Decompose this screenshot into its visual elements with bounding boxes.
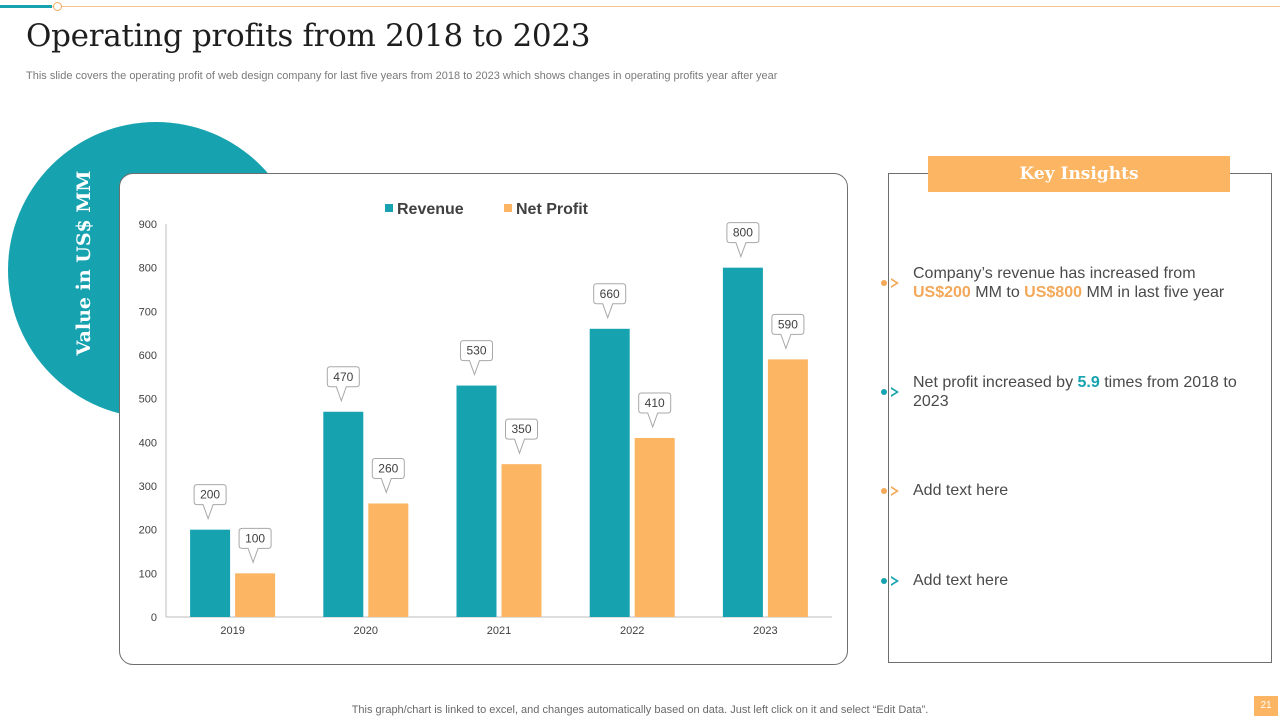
insight-bullet-3 (881, 486, 903, 496)
data-label-callout (638, 392, 672, 429)
insight-text: Company’s revenue has increased from (913, 265, 1196, 282)
data-label: 350 (511, 422, 531, 436)
bullet-dot-icon (881, 578, 887, 584)
page-number: 21 (1254, 696, 1278, 716)
top-rule (0, 6, 1280, 7)
net-profit-bar (767, 359, 808, 617)
y-tick-label: 800 (139, 263, 157, 275)
data-label-callout (505, 418, 538, 455)
insight-highlight: US$800 (1024, 284, 1082, 301)
insight-highlight: 5.9 (1077, 374, 1100, 391)
y-tick-label: 700 (139, 306, 157, 318)
insight-item-2: Net profit increased by 5.9 times from 2… (913, 373, 1253, 411)
data-label: 470 (333, 370, 353, 384)
insights-header: Key Insights (928, 156, 1230, 192)
net-profit-bar (501, 464, 542, 617)
insight-text: MM to (970, 284, 1025, 301)
net-profit-bar (368, 503, 409, 617)
data-label: 410 (645, 396, 665, 410)
insights-panel (888, 173, 1272, 663)
x-tick-label: 2023 (753, 625, 777, 637)
insight-highlight: US$200 (913, 284, 971, 301)
y-tick-label: 400 (139, 437, 157, 449)
net-profit-bar (634, 437, 675, 617)
insight-text: times from 2018 to 2023 (913, 374, 1237, 410)
data-label: 200 (200, 488, 220, 502)
data-label-callout (193, 484, 227, 521)
net-profit-bar (235, 573, 276, 617)
slide-subtitle: This slide covers the operating profit o… (26, 70, 778, 82)
data-label: 800 (733, 226, 753, 240)
y-tick-label: 100 (139, 568, 157, 580)
x-tick-label: 2020 (354, 625, 378, 637)
data-label: 100 (245, 531, 265, 545)
insight-item-4[interactable]: Add text here (913, 572, 1009, 589)
y-tick-label: 200 (139, 525, 157, 537)
y-tick-label: 300 (139, 481, 157, 493)
data-label-callout (593, 283, 627, 320)
y-tick-label: 500 (139, 394, 157, 406)
legend-label: Net Profit (516, 201, 589, 218)
bullet-dot-icon (881, 280, 887, 286)
data-label: 260 (378, 461, 398, 475)
insight-bullet-1 (881, 278, 903, 288)
bullet-dot-icon (881, 389, 887, 395)
bullet-dot-icon (881, 488, 887, 494)
top-rule-accent (0, 5, 52, 8)
top-rule-dot (53, 2, 62, 11)
legend-label: Revenue (397, 201, 464, 218)
data-label: 590 (778, 317, 798, 331)
revenue-bar (323, 411, 364, 617)
insight-bullet-2 (881, 387, 903, 397)
data-label-callout (460, 340, 493, 377)
slide-title: Operating profits from 2018 to 2023 (26, 18, 591, 54)
insight-item-3[interactable]: Add text here (913, 482, 1009, 499)
x-tick-label: 2021 (487, 625, 511, 637)
y-tick-label: 900 (139, 219, 157, 231)
y-tick-label: 0 (151, 612, 157, 624)
insight-bullet-4 (881, 576, 903, 586)
footer-note: This graph/chart is linked to excel, and… (351, 704, 929, 716)
data-label: 660 (600, 287, 620, 301)
insight-text: MM in last five year (1082, 284, 1225, 301)
revenue-bar (722, 267, 763, 617)
y-tick-label: 600 (139, 350, 157, 362)
bar-chart[interactable]: 0 100 200 300 400 500 600 700 800 900 2019 200 100 20… (120, 174, 847, 664)
x-tick-label: 2022 (620, 625, 644, 637)
bullet-arrow-icon (891, 576, 899, 586)
y-axis-label: Value in US$ MM (73, 170, 95, 356)
revenue-bar (456, 385, 497, 617)
insight-text: Net profit increased by (913, 374, 1078, 391)
legend-swatch-net-profit (504, 204, 512, 212)
revenue-bar (190, 529, 231, 617)
bullet-arrow-icon (891, 278, 899, 288)
data-label-callout (371, 457, 405, 494)
data-label-callout (726, 222, 760, 259)
legend-swatch-revenue (385, 204, 393, 212)
data-label: 530 (466, 344, 486, 358)
data-label-callout (326, 366, 360, 403)
bullet-arrow-icon (891, 387, 899, 397)
insight-item-1: Company’s revenue has increased from US$… (913, 264, 1253, 302)
revenue-bar (589, 328, 630, 617)
bullet-arrow-icon (891, 486, 899, 496)
x-tick-label: 2019 (220, 625, 244, 637)
data-label-callout (771, 313, 805, 350)
data-label-callout (238, 527, 272, 564)
chart-container[interactable]: 0 100 200 300 400 500 600 700 800 900 2019 200 100 20… (119, 173, 848, 665)
